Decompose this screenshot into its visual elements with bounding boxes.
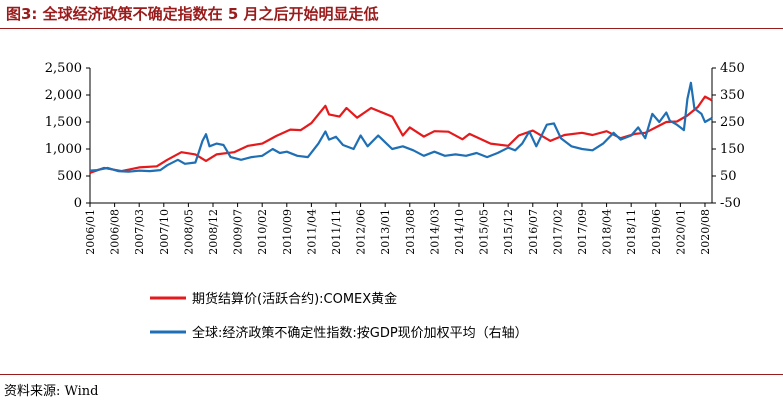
x-tick-label: 2015/12 [502,209,515,255]
source-note: 资料来源: Wind [4,384,99,399]
x-tick-label: 2018/11 [625,209,638,255]
x-tick-label: 2020/01 [674,209,687,255]
x-tick-label: 2017/09 [576,209,589,255]
x-tick-label: 2017/02 [551,209,564,255]
x-tick-label: 2007/03 [133,209,146,255]
series-line-2 [89,81,713,173]
page-title: 图3: 全球经济政策不确定指数在 5 月之后开始明显走低 [6,5,379,23]
left-y-tick-label: 2,000 [45,88,82,103]
source-divider [0,374,783,375]
right-y-tick-label: 450 [720,61,745,76]
x-tick-label: 2008/05 [182,209,195,255]
x-tick-label: 2015/05 [478,209,491,255]
x-tick-label: 2008/12 [207,209,220,255]
x-tick-label: 2010/09 [281,209,294,255]
left-y-tick-label: 500 [57,169,82,184]
x-tick-label: 2014/03 [428,209,441,255]
x-tick-label: 2014/10 [453,209,466,255]
x-tick-label: 2007/10 [158,209,171,255]
x-tick-label: 2013/01 [379,209,392,255]
right-y-tick-label: 250 [720,115,745,130]
x-tick-label: 2011/11 [330,209,343,255]
right-y-tick-label: -50 [720,196,741,211]
legend-label-2: 全球:经济政策不确定性指数:按GDP现价加权平均（右轴） [192,325,528,341]
x-tick-label: 2018/04 [601,209,614,255]
left-y-tick-label: 1,500 [45,115,82,130]
title-divider [0,28,783,29]
left-y-tick-label: 1,000 [45,142,82,157]
right-y-tick-label: 350 [720,88,745,103]
x-tick-label: 2020/08 [699,209,712,255]
x-tick-label: 2016/07 [527,209,540,255]
left-y-tick-label: 0 [74,196,82,211]
x-tick-label: 2019/06 [650,209,663,255]
x-tick-label: 2012/06 [355,209,368,255]
x-tick-label: 2013/08 [404,209,417,255]
legend-label-1: 期货结算价(活跃合约):COMEX黄金 [192,291,397,307]
series-line-1 [89,95,713,174]
right-y-tick-label: 50 [720,169,737,184]
x-tick-label: 2006/01 [84,209,97,255]
x-tick-label: 2009/07 [232,209,245,255]
right-y-tick-label: 150 [720,142,745,157]
x-tick-label: 2011/04 [305,209,318,255]
line-chart: 0 500 1,000 1,500 2,000 2,500 -50 50 150 250 350 45… [45,61,745,341]
x-tick-label: 2010/02 [256,209,269,255]
left-y-tick-label: 2,500 [45,61,82,76]
x-tick-label: 2006/08 [109,209,122,255]
